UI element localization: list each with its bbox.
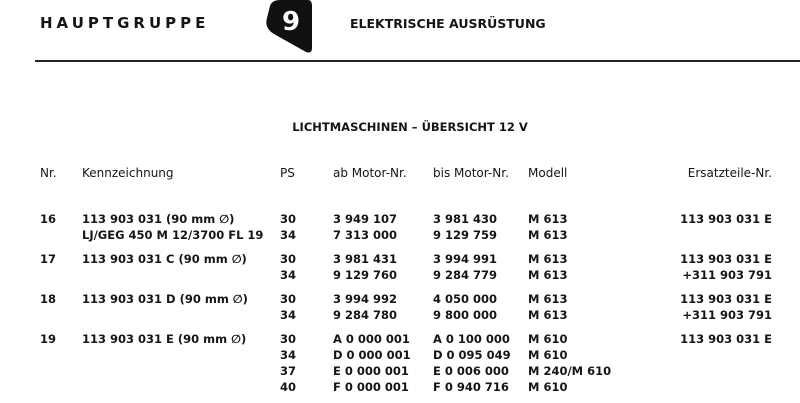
group-label: HAUPTGRUPPE: [40, 14, 210, 32]
cell-ersatz: +311 903 791: [682, 308, 772, 322]
cell-bis: 9 284 779: [433, 268, 498, 282]
cell-ps: 30: [280, 332, 297, 346]
cell-ab: E 0 000 001: [333, 364, 409, 378]
cell-ps: 30: [280, 252, 297, 266]
column-header: Kennzeichnung: [82, 166, 174, 180]
column-header: Nr.: [40, 166, 57, 180]
cell-bis: F 0 940 716: [433, 380, 509, 394]
cell-bis: A 0 100 000: [433, 332, 510, 346]
cell-bis: D 0 095 049: [433, 348, 511, 362]
cell-ps: 40: [280, 380, 297, 394]
cell-ab: 9 284 780: [333, 308, 398, 322]
cell-ersatz: 113 903 031 E: [680, 252, 772, 266]
cell-kennzeichnung: 113 903 031 E (90 mm ∅): [82, 332, 247, 346]
group-number: 9: [282, 7, 300, 37]
cell-kennzeichnung: LJ/GEG 450 M 12/3700 FL 19: [82, 228, 264, 242]
cell-ab: 3 981 431: [333, 252, 398, 266]
cell-ab: 3 949 107: [333, 212, 398, 226]
column-header: Ersatzteile-Nr.: [687, 166, 772, 180]
cell-modell: M 613: [528, 212, 568, 226]
cell-kennzeichnung: 113 903 031 (90 mm ∅): [82, 212, 235, 226]
column-header: ab Motor-Nr.: [333, 166, 407, 180]
row-number: 18: [40, 292, 57, 306]
cell-ps: 34: [280, 268, 297, 282]
cell-ersatz: 113 903 031 E: [680, 292, 772, 306]
table-title: LICHTMASCHINEN – ÜBERSICHT 12 V: [292, 120, 528, 134]
cell-bis: 3 981 430: [433, 212, 498, 226]
column-header: Modell: [528, 166, 568, 180]
cell-ps: 30: [280, 212, 297, 226]
cell-modell: M 613: [528, 308, 568, 322]
group-number-badge: 9: [262, 0, 314, 54]
cell-modell: M 613: [528, 228, 568, 242]
cell-ersatz: +311 903 791: [682, 268, 772, 282]
cell-ab: A 0 000 001: [333, 332, 410, 346]
row-number: 17: [40, 252, 57, 266]
cell-bis: E 0 006 000: [433, 364, 509, 378]
cell-ersatz: 113 903 031 E: [680, 332, 772, 346]
cell-bis: 9 800 000: [433, 308, 498, 322]
cell-bis: 3 994 991: [433, 252, 498, 266]
cell-modell: M 613: [528, 252, 568, 266]
cell-modell: M 610: [528, 348, 568, 362]
cell-modell: M 613: [528, 292, 568, 306]
cell-bis: 9 129 759: [433, 228, 498, 242]
cell-ab: 3 994 992: [333, 292, 398, 306]
cell-ps: 34: [280, 308, 297, 322]
column-header: bis Motor-Nr.: [433, 166, 509, 180]
column-header: PS: [280, 166, 295, 180]
cell-ab: 7 313 000: [333, 228, 398, 242]
cell-kennzeichnung: 113 903 031 C (90 mm ∅): [82, 252, 247, 266]
cell-ab: D 0 000 001: [333, 348, 411, 362]
cell-ersatz: 113 903 031 E: [680, 212, 772, 226]
cell-ab: F 0 000 001: [333, 380, 409, 394]
cell-modell: M 613: [528, 268, 568, 282]
cell-kennzeichnung: 113 903 031 D (90 mm ∅): [82, 292, 248, 306]
cell-ps: 34: [280, 228, 297, 242]
row-number: 19: [40, 332, 57, 346]
cell-ps: 37: [280, 364, 297, 378]
divider: [35, 60, 800, 62]
cell-ps: 30: [280, 292, 297, 306]
cell-bis: 4 050 000: [433, 292, 498, 306]
section-title: ELEKTRISCHE AUSRÜSTUNG: [350, 16, 546, 31]
cell-modell: M 610: [528, 332, 568, 346]
cell-modell: M 610: [528, 380, 568, 394]
cell-ps: 34: [280, 348, 297, 362]
cell-modell: M 240/M 610: [528, 364, 612, 378]
row-number: 16: [40, 212, 57, 226]
cell-ab: 9 129 760: [333, 268, 398, 282]
